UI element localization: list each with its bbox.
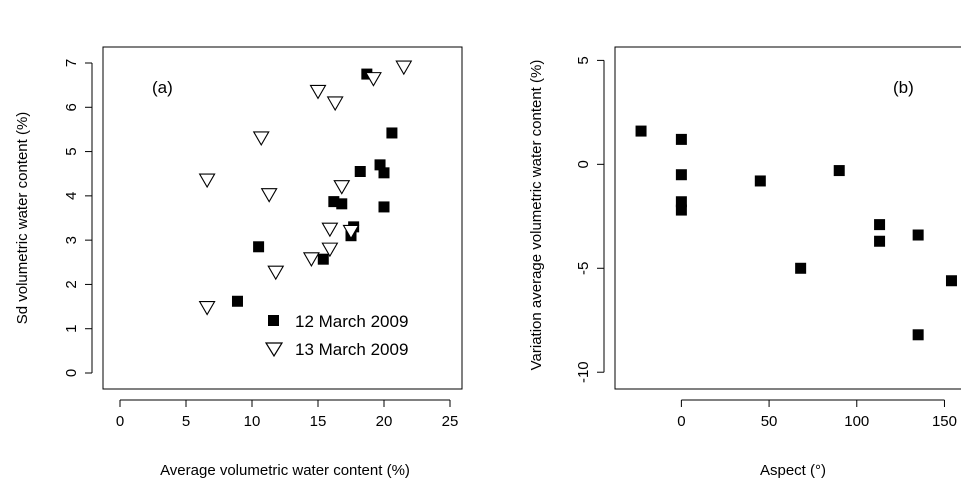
data-point-square [675,204,687,216]
data-point-triangle [321,222,339,238]
data-point-square [354,166,366,177]
panel-a-y-axis: 0 1 2 3 4 5 6 7 [63,59,93,377]
data-point-square [328,196,340,208]
data-point-triangle [333,180,351,195]
data-point-triangle [302,252,320,267]
legend-label-series-1: 12 March 2009 [295,312,408,331]
legend-marker-open-triangle [264,342,284,358]
data-point-square [231,295,243,307]
panel-a-legend: 12 March 2009 13 March 2009 [264,312,408,359]
panel-a-plot-frame [102,46,463,390]
x-tick-label: 0 [677,413,685,430]
data-point-square [378,167,390,179]
panel-b-x-axis-label: Aspect (°) [760,462,826,479]
y-tick-label: 7 [63,59,80,67]
panel-b: 0 50 100 150 -10 -5 0 5 (b) Aspect (°) Variati… [528,46,961,479]
data-point-square [378,201,390,213]
data-point-triangle [309,84,327,100]
data-point-square [945,275,957,287]
x-tick-label: 0 [116,413,124,430]
y-tick-label: -5 [575,262,592,275]
data-point-triangle [198,173,216,189]
x-tick-label: 100 [844,413,869,430]
y-tick-label: 1 [63,325,80,333]
data-point-square [675,196,687,208]
x-tick-label: 5 [182,413,190,430]
y-tick-label: 2 [63,280,80,288]
y-tick-label: -10 [575,361,592,383]
y-tick-label: 3 [63,236,80,244]
panel-b-plot-frame [614,46,961,390]
data-point-triangle [267,265,285,281]
data-point-square [833,165,845,177]
data-point-triangle [342,224,360,240]
panel-a-x-axis-label: Average volumetric water content (%) [160,462,410,479]
panel-a-x-axis: 0 5 10 15 20 25 [116,399,459,430]
legend-label-series-2: 13 March 2009 [295,340,408,359]
data-point-triangle [260,188,278,203]
data-point-square [317,253,329,265]
x-tick-label: 25 [442,413,459,430]
y-tick-label: 4 [63,192,80,200]
data-point-square [874,235,886,247]
y-tick-label: 6 [63,103,80,111]
x-tick-label: 10 [244,413,261,430]
data-point-square [912,229,924,241]
data-point-square [336,198,348,210]
panel-b-y-axis: -10 -5 0 5 [575,56,605,383]
panel-b-label: (b) [893,78,914,97]
data-point-square [386,127,398,139]
data-point-square [635,125,647,137]
data-point-square [675,169,687,181]
data-point-square [795,262,807,274]
y-tick-label: 0 [575,160,592,168]
data-point-square [912,329,924,341]
legend-marker-filled-square [268,315,279,326]
data-point-square [253,241,265,253]
y-tick-label: 5 [575,56,592,64]
data-point-square [675,133,687,145]
x-tick-label: 20 [376,413,393,430]
x-tick-label: 150 [932,413,957,430]
panel-b-x-axis: 0 50 100 150 [677,399,957,430]
panel-a-y-axis-label: Sd volumetric water content (%) [14,112,31,325]
panel-b-y-axis-label: Variation average volumetric water conte… [528,60,545,371]
data-point-triangle [364,72,382,87]
data-point-triangle [321,242,339,258]
data-point-square [754,175,766,187]
panel-a-label: (a) [152,78,173,97]
y-tick-label: 5 [63,147,80,155]
data-point-square [874,219,886,231]
data-point-triangle [395,60,413,76]
data-point-triangle [198,301,216,316]
panel-a: 0 5 10 15 20 25 0 1 2 3 4 5 6 7 (a) Average volumetr… [14,46,463,479]
y-tick-label: 0 [63,369,80,377]
data-point-square [374,159,386,171]
data-point-triangle [252,131,270,147]
x-tick-label: 50 [761,413,778,430]
panel-b-points [635,125,957,341]
panel-a-points [198,60,413,316]
data-point-triangle [326,96,344,112]
x-tick-label: 15 [310,413,327,430]
